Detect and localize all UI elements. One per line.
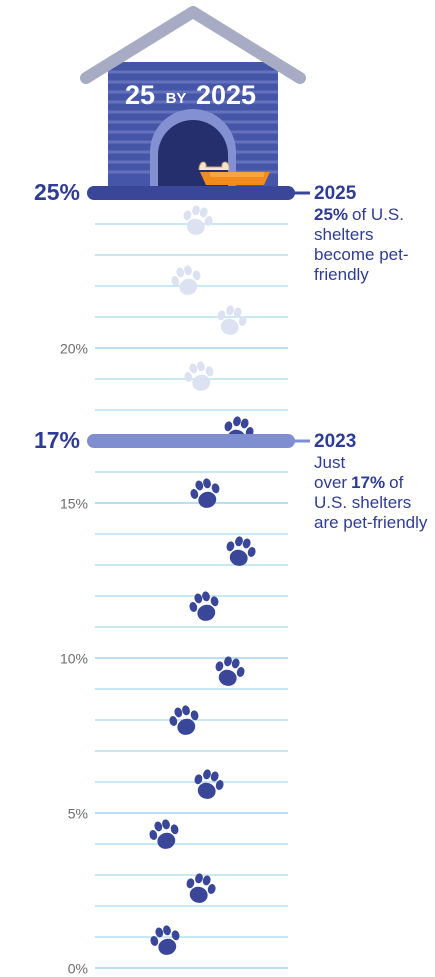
paw-toe — [188, 363, 198, 375]
marker-year: 2025 — [314, 183, 357, 204]
paw-toe — [168, 715, 178, 727]
paw-print — [188, 476, 224, 512]
marker-bar — [87, 186, 295, 200]
paw-toe — [234, 536, 244, 548]
paw-toe — [240, 418, 250, 430]
paw-toe — [204, 215, 214, 227]
paw-toe — [162, 925, 172, 937]
note-text: Just over — [314, 453, 347, 492]
paw-toe — [183, 371, 193, 383]
paw-toe — [201, 591, 211, 603]
paw-toe — [236, 666, 246, 678]
paw-print — [182, 871, 218, 907]
paw-toe — [214, 660, 224, 672]
paw-toe — [153, 821, 163, 833]
paw-toe — [215, 779, 225, 791]
paw-toe — [232, 416, 242, 428]
paw-print — [213, 303, 249, 339]
paw-toe — [192, 269, 202, 281]
paw-toe — [205, 365, 215, 377]
paw-print — [222, 534, 258, 570]
paw-toe — [182, 209, 192, 221]
paw-print — [148, 923, 184, 959]
paw-toe — [183, 265, 193, 277]
paw-toe — [170, 275, 180, 287]
infographic: 25 BY 2025 0%5%10%15%20% 17%202325%2025 … — [0, 0, 435, 977]
paw-toe — [207, 883, 217, 895]
title-left: 25 — [125, 80, 155, 110]
paw-toe — [194, 480, 204, 492]
paw-print — [169, 263, 205, 299]
paw-toe — [191, 205, 201, 217]
paw-toe — [216, 309, 226, 321]
note-text: 17% — [351, 473, 385, 492]
paw-toe — [202, 769, 212, 781]
paw-toe — [223, 420, 233, 432]
paw-toe — [194, 873, 204, 885]
paw-toe — [231, 658, 241, 670]
paw-toe — [247, 546, 257, 558]
paw-toe — [193, 773, 203, 785]
paw-toe — [170, 823, 180, 835]
paw-toe — [210, 595, 220, 607]
marker-bar — [87, 434, 295, 448]
paw-print — [147, 817, 183, 853]
y-tick-label: 5% — [68, 806, 88, 822]
paw-toe — [188, 601, 198, 613]
marker-label: 17% — [34, 427, 80, 453]
paw-toe — [175, 267, 185, 279]
paw-toe — [181, 705, 191, 717]
paw-toe — [202, 478, 212, 490]
paw-toe — [242, 538, 252, 550]
y-tick-label: 0% — [68, 961, 88, 977]
marker-label: 25% — [34, 179, 80, 205]
title-middle: BY — [166, 90, 187, 107]
note-text: 25% — [314, 205, 348, 224]
y-tick-label: 10% — [60, 651, 88, 667]
marker-year: 2023 — [314, 431, 356, 452]
title-right: 2025 — [196, 80, 256, 110]
y-tick-label: 20% — [60, 341, 88, 357]
paw-print — [182, 359, 218, 395]
paw-toe — [185, 877, 195, 889]
marker-note: 25%of U.S. shelters become pet-friendly — [314, 205, 432, 285]
paw-toe — [148, 829, 158, 841]
paw-toe — [173, 707, 183, 719]
paw-toe — [199, 207, 209, 219]
paw-print — [211, 654, 247, 690]
paw-print — [190, 767, 226, 803]
paw-toe — [161, 819, 171, 831]
paw-toe — [225, 305, 235, 317]
doghouse: 25 BY 2025 — [86, 12, 300, 187]
paw-toe — [171, 929, 181, 941]
paw-print — [179, 203, 215, 239]
paw-toe — [189, 488, 199, 500]
paw-toe — [210, 771, 220, 783]
paw-toe — [190, 709, 200, 721]
paw-toe — [225, 540, 235, 552]
paw-toe — [202, 875, 212, 887]
paw-print — [187, 589, 223, 625]
paw-toe — [196, 361, 206, 373]
paw-toe — [211, 482, 221, 494]
paw-toe — [193, 593, 203, 605]
y-tick-label: 15% — [60, 496, 88, 512]
